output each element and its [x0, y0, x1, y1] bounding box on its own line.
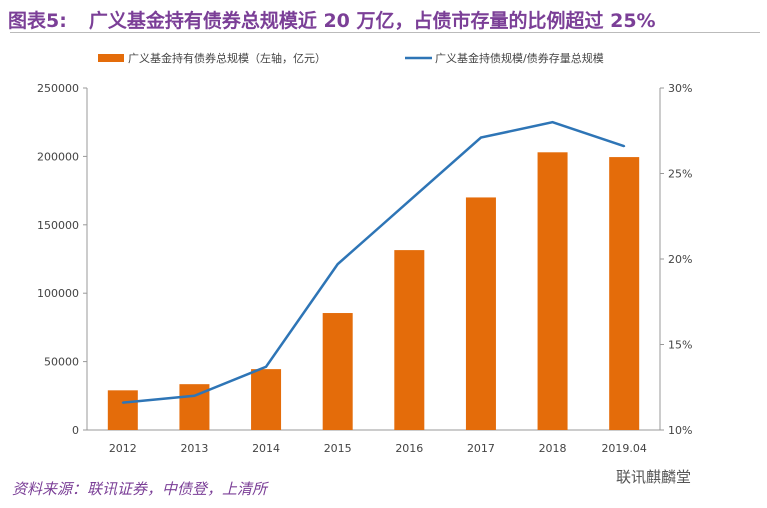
bar-2012 [107, 390, 138, 430]
left-tick-label: 50000 [44, 356, 79, 369]
title-text: 广义基金持有债券总规模近 20 万亿，占债市存量的比例超过 25% [88, 10, 656, 32]
x-tick-label: 2018 [539, 442, 567, 455]
line-point-2013 [193, 394, 196, 397]
bar-2018 [537, 152, 568, 430]
line-point-2017 [479, 136, 482, 139]
figure-label: 图表5: [8, 10, 67, 32]
bar-2017 [465, 197, 496, 430]
right-tick-label: 15% [668, 339, 692, 352]
legend-bar-label: 广义基金持有债券总规模（左轴，亿元） [128, 51, 326, 65]
left-tick-label: 0 [72, 424, 79, 437]
x-tick-label: 2013 [180, 442, 208, 455]
line-point-2016 [408, 199, 411, 202]
x-tick-label: 2014 [252, 442, 280, 455]
left-tick-label: 150000 [37, 219, 79, 232]
bar-2014 [251, 369, 282, 430]
legend-line-label: 广义基金持债规模/债券存量总规模 [435, 51, 604, 65]
bar-2016 [394, 250, 425, 430]
x-tick-label: 2017 [467, 442, 495, 455]
source-note: 资料来源：联讯证券，中债登，上清所 [12, 480, 268, 498]
left-tick-label: 100000 [37, 287, 79, 300]
x-tick-label: 2015 [324, 442, 352, 455]
x-tick-label: 2012 [109, 442, 137, 455]
chart-title: 图表5: 广义基金持有债券总规模近 20 万亿，占债市存量的比例超过 25% [8, 6, 678, 33]
right-tick-label: 10% [668, 424, 692, 437]
title-divider [10, 32, 760, 33]
left-tick-label: 250000 [37, 82, 79, 95]
line-point-2019.04 [623, 145, 626, 148]
bar-2015 [322, 313, 353, 430]
right-tick-label: 25% [668, 168, 692, 181]
right-tick-label: 30% [668, 82, 692, 95]
bar-2019.04 [609, 157, 640, 431]
x-tick-label: 2019.04 [601, 442, 647, 455]
right-tick-label: 20% [668, 253, 692, 266]
line-point-2015 [336, 263, 339, 266]
line-point-2012 [121, 401, 124, 404]
line-series [122, 120, 625, 404]
line-point-2018 [551, 121, 554, 124]
line-point-2014 [265, 365, 268, 368]
x-tick-label: 2016 [395, 442, 423, 455]
legend-bar-swatch [98, 54, 124, 62]
watermark: 联讯麒麟堂 [616, 468, 692, 486]
left-tick-label: 200000 [37, 150, 79, 163]
